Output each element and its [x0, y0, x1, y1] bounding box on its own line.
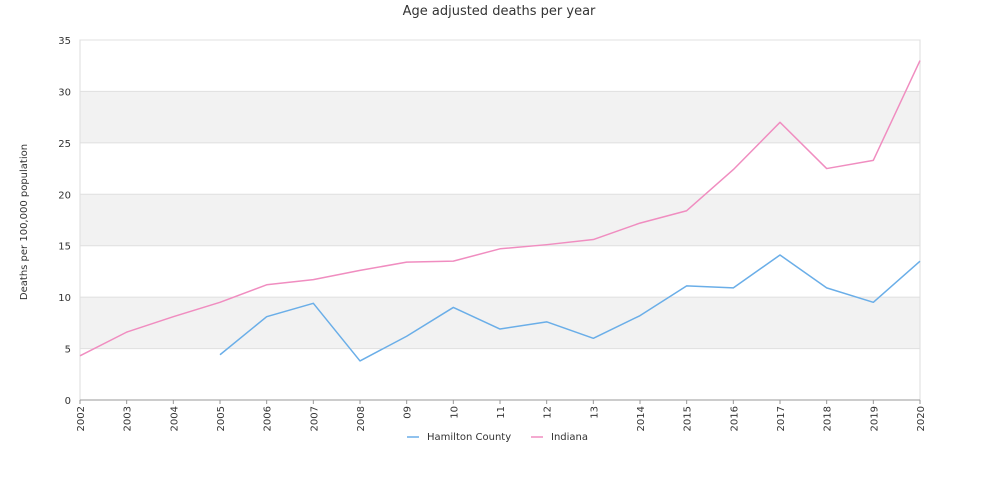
x-tick-label: 2017 — [776, 406, 787, 431]
x-tick-label: 12 — [543, 406, 554, 419]
x-tick-label: 2006 — [263, 406, 274, 431]
y-tick-label: 30 — [58, 87, 71, 98]
series-line — [79, 60, 921, 357]
y-axis-ticks: 0 5 10 15 20 25 30 35 — [58, 36, 71, 407]
y-tick-label: 20 — [58, 190, 71, 201]
x-tick-label: 10 — [449, 406, 460, 419]
x-tick-label: 09 — [403, 406, 414, 419]
plot-band — [80, 91, 920, 143]
plot-band — [80, 297, 920, 349]
x-tick-label: 2007 — [309, 406, 320, 431]
y-tick-label: 10 — [58, 293, 71, 304]
x-axis-ticks: 2002 2003 2004 2005 2006 2007 2008 09 10 11 12 13 20… — [76, 400, 927, 431]
legend: Hamilton County Indiana — [407, 432, 588, 443]
x-tick-label: 2005 — [216, 406, 227, 431]
x-tick-label: 2020 — [916, 406, 927, 431]
x-tick-label: 2019 — [869, 406, 880, 431]
y-tick-label: 35 — [58, 36, 71, 47]
x-tick-label: 2003 — [123, 406, 134, 431]
x-tick-label: 2018 — [823, 406, 834, 431]
y-tick-label: 0 — [65, 396, 71, 407]
x-tick-label: 2014 — [636, 406, 647, 431]
plot-bands — [80, 91, 920, 349]
x-tick-label: 2015 — [683, 406, 694, 431]
y-tick-label: 5 — [65, 345, 71, 356]
series-line — [219, 254, 921, 362]
x-tick-label: 2002 — [76, 406, 87, 431]
plot-band — [80, 194, 920, 246]
legend-label: Indiana — [551, 432, 588, 443]
x-tick-label: 2016 — [729, 406, 740, 431]
y-tick-label: 15 — [58, 242, 71, 253]
chart-title: Age adjusted deaths per year — [403, 4, 596, 19]
series-lines — [79, 60, 921, 362]
y-axis-title: Deaths per 100,000 population — [19, 144, 30, 300]
x-tick-label: 2004 — [169, 406, 180, 431]
legend-label: Hamilton County — [427, 432, 511, 443]
x-tick-label: 11 — [496, 406, 507, 419]
x-tick-label: 13 — [589, 406, 600, 419]
y-tick-label: 25 — [58, 139, 71, 150]
x-tick-label: 2008 — [356, 406, 367, 431]
